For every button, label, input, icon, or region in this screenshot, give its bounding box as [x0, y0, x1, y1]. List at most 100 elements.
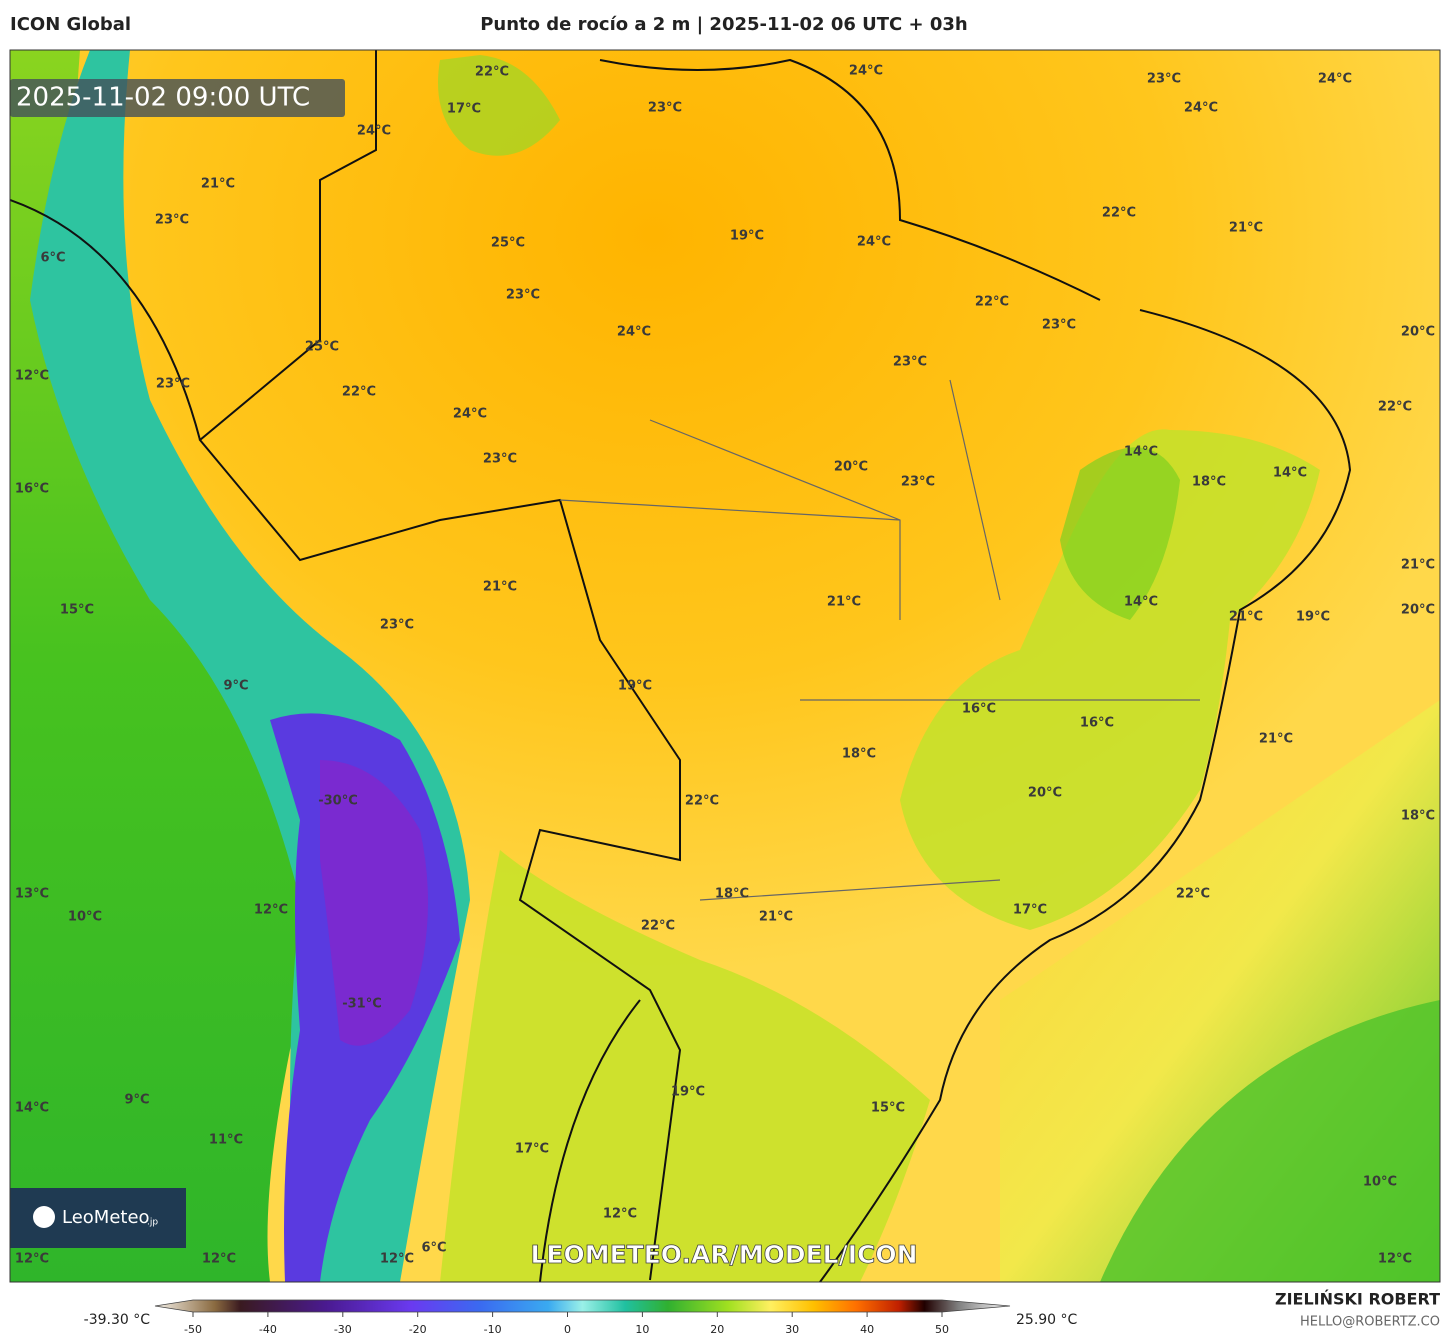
temperature-label: 23°C — [893, 355, 927, 370]
temperature-label: 16°C — [962, 702, 996, 717]
temperature-label: 21°C — [759, 910, 793, 925]
temperature-label: 10°C — [1363, 1175, 1397, 1190]
colorbar-tick-label: -50 — [184, 1323, 202, 1336]
model-name: ICON Global — [10, 14, 131, 35]
temperature-label: 18°C — [842, 747, 876, 762]
temperature-label: 19°C — [730, 229, 764, 244]
temperature-label: 18°C — [1401, 809, 1435, 824]
temperature-label: 18°C — [715, 887, 749, 902]
temperature-label: 12°C — [202, 1252, 236, 1267]
temperature-label: 23°C — [648, 101, 682, 116]
colorbar-tick-label: 20 — [710, 1323, 724, 1336]
temperature-label: 22°C — [975, 295, 1009, 310]
colorbar-tick-label: -10 — [484, 1323, 502, 1336]
temperature-label: 6°C — [40, 251, 65, 266]
temperature-label: 23°C — [483, 452, 517, 467]
pacific — [10, 50, 330, 1282]
temperature-label: 14°C — [1273, 466, 1307, 481]
temperature-labels: 22°C 24°C23°C 24°C17°C 23°C 24°C24°C21°C22°C… — [15, 64, 1435, 1267]
colorbar-tick-label: 0 — [564, 1323, 571, 1336]
temperature-label: 17°C — [447, 102, 481, 117]
green-core — [1060, 447, 1180, 620]
temperature-label: 21°C — [827, 595, 861, 610]
temperature-label: 21°C — [201, 177, 235, 192]
logo-text: LeoMeteo — [62, 1207, 150, 1228]
logo-suffix: .jp — [147, 1218, 158, 1228]
temperature-label: 22°C — [1378, 400, 1412, 415]
temperature-label: 25°C — [491, 236, 525, 251]
temperature-label: 12°C — [380, 1252, 414, 1267]
map-title: Punto de rocío a 2 m | 2025-11-02 06 UTC… — [480, 14, 968, 35]
borders — [10, 50, 1352, 1282]
colorbar-tick-label: -20 — [409, 1323, 427, 1336]
temperature-label: 21°C — [1229, 610, 1263, 625]
credit-author: ZIELIŃSKI ROBERT — [1275, 1290, 1440, 1309]
colorbar-ticks: -50 -40 -30 -20 -10 0 10 20 30 40 50 — [184, 1312, 949, 1336]
colorbar — [154, 1299, 1011, 1313]
temperature-label: 12°C — [15, 1252, 49, 1267]
map-frame — [9, 49, 1441, 1283]
temperature-label: 20°C — [1401, 603, 1435, 618]
map: LeoMeteo .jp 2025-11-02 09:00 UTC LEOMET… — [10, 50, 1440, 1282]
temperature-label: 13°C — [15, 887, 49, 902]
temperature-label: 24°C — [617, 325, 651, 340]
temperature-label: 22°C — [342, 385, 376, 400]
temperature-label: 12°C — [15, 369, 49, 384]
colorbar-max: 25.90 °C — [1016, 1312, 1078, 1328]
colorbar-tick-label: 10 — [635, 1323, 649, 1336]
temperature-label: 16°C — [1080, 716, 1114, 731]
colorbar-tick-label: 40 — [860, 1323, 874, 1336]
temperature-label: 22°C — [1176, 887, 1210, 902]
temperature-label: 24°C — [1318, 72, 1352, 87]
green-highlands — [900, 429, 1320, 930]
temperature-label: 23°C — [1042, 318, 1076, 333]
temperature-label: 25°C — [305, 340, 339, 355]
cool-sea — [1100, 1000, 1440, 1282]
timestamp: 2025-11-02 09:00 UTC — [16, 83, 310, 113]
temperature-label: 24°C — [453, 407, 487, 422]
temperature-label: -30°C — [318, 794, 358, 809]
temperature-label: 9°C — [124, 1093, 149, 1108]
temperature-label: 24°C — [849, 64, 883, 79]
temperature-label: 23°C — [155, 213, 189, 228]
temperature-label: 19°C — [671, 1085, 705, 1100]
south-green — [440, 850, 930, 1282]
temperature-label: 24°C — [357, 124, 391, 139]
temperature-label: 6°C — [421, 1241, 446, 1256]
temperature-label: 21°C — [1401, 558, 1435, 573]
temperature-label: 19°C — [618, 679, 652, 694]
temperature-label: 24°C — [857, 235, 891, 250]
temperature-label: 23°C — [156, 377, 190, 392]
temperature-label: 23°C — [506, 288, 540, 303]
temperature-label: 14°C — [15, 1101, 49, 1116]
temperature-label: 9°C — [223, 679, 248, 694]
temperature-label: 12°C — [254, 903, 288, 918]
temperature-label: 11°C — [209, 1133, 243, 1148]
temperature-label: 22°C — [475, 65, 509, 80]
timestamp-box — [10, 79, 345, 117]
temperature-label: 18°C — [1192, 475, 1226, 490]
temperature-label: 20°C — [1028, 786, 1062, 801]
temperature-label: 14°C — [1124, 595, 1158, 610]
temperature-label: 23°C — [1147, 72, 1181, 87]
credit-email: HELLO@ROBERTZ.CO — [1300, 1315, 1440, 1330]
temperature-label: 14°C — [1124, 445, 1158, 460]
temperature-label: 12°C — [1378, 1252, 1412, 1267]
colorbar-min: -39.30 °C — [84, 1312, 151, 1328]
temperature-label: 23°C — [380, 618, 414, 633]
colorbar-tick-label: -40 — [259, 1323, 277, 1336]
temperature-label: 20°C — [1401, 325, 1435, 340]
colorbar-tick-label: 30 — [785, 1323, 799, 1336]
temperature-label: 17°C — [1013, 903, 1047, 918]
logo-sun — [33, 1206, 55, 1228]
temperature-label: 22°C — [641, 919, 675, 934]
watermark: LEOMETEO.AR/MODEL/ICON — [530, 1240, 917, 1269]
temperature-label: 15°C — [60, 603, 94, 618]
venezuela-green — [438, 55, 560, 156]
temperature-label: 24°C — [1184, 101, 1218, 116]
temperature-label: 21°C — [1229, 221, 1263, 236]
temperature-label: 10°C — [68, 910, 102, 925]
colorbar-tick-label: -30 — [334, 1323, 352, 1336]
temperature-label: 20°C — [834, 460, 868, 475]
